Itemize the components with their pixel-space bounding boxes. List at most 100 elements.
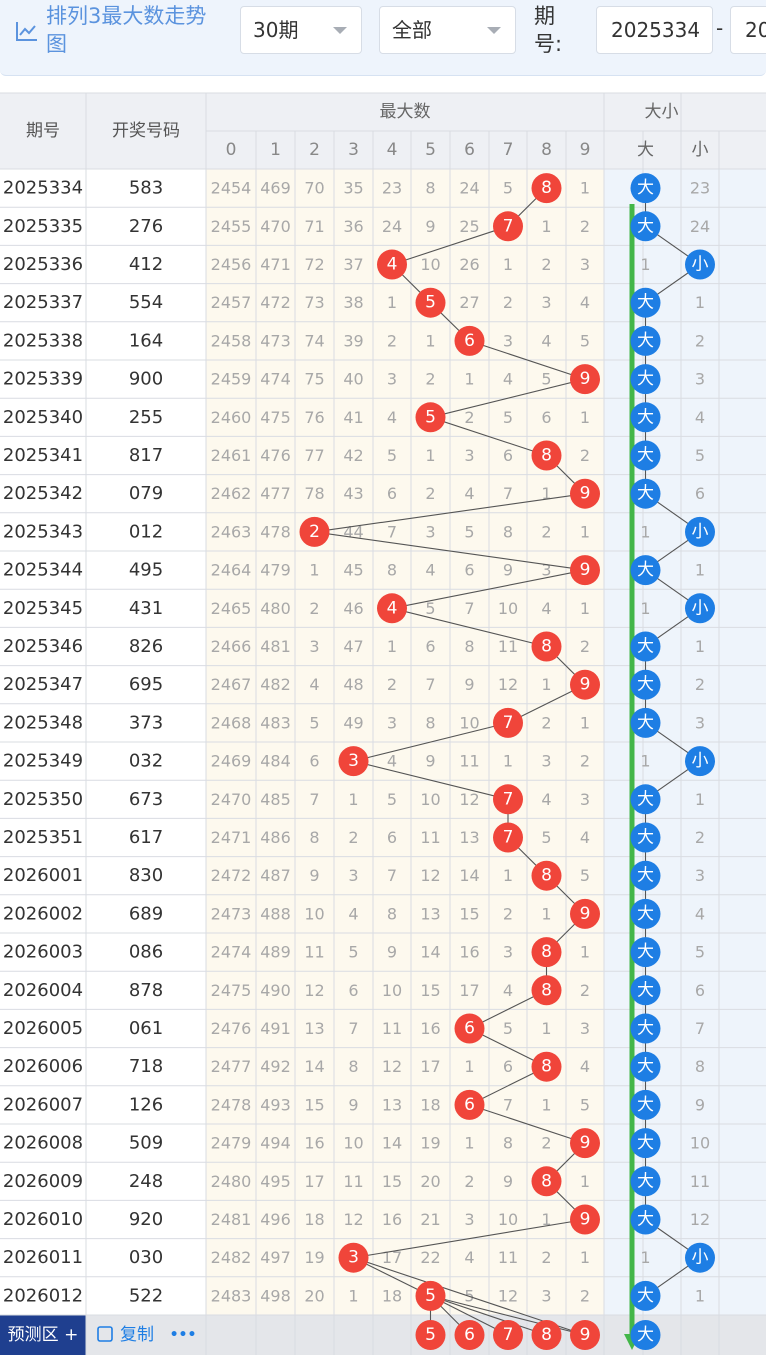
copy-button[interactable]: 复制: [120, 1325, 154, 1345]
issue-cell: 2025351: [3, 827, 83, 848]
omission-cell: 487: [260, 866, 291, 885]
omission-cell: 5: [309, 713, 319, 732]
draw-cell: 412: [129, 254, 163, 275]
omission-cell: 2: [580, 637, 590, 656]
copy-icon[interactable]: [97, 1326, 113, 1342]
max-digit-ball-circle: [493, 211, 523, 242]
omission-cell: 474: [260, 370, 291, 389]
issue-from-input[interactable]: 2025334: [596, 6, 713, 54]
size-ball-label: 大: [637, 293, 654, 313]
issue-cell: 2025335: [3, 216, 83, 237]
omission-cell: 2: [387, 675, 397, 694]
omission-cell: 9: [503, 1172, 513, 1191]
draw-cell: 079: [129, 483, 163, 504]
omission-cell: 2: [541, 522, 551, 541]
max-digit-ball-circle: [338, 746, 369, 777]
omission-cell: 4: [541, 331, 551, 350]
size-ball: 大: [630, 669, 661, 700]
omission-cell: 10: [498, 599, 518, 618]
max-digit-ball-label: 9: [580, 675, 591, 695]
omission-cell: 13: [420, 904, 440, 923]
predicted-size-ball: 大: [630, 1320, 661, 1350]
max-digit-ball-circle: [570, 1204, 600, 1235]
omission-cell: 12: [498, 1286, 518, 1305]
issue-to-input[interactable]: 2026012: [730, 6, 766, 54]
size-ball-label: 大: [637, 216, 654, 236]
omission-cell: 3: [541, 752, 551, 771]
max-digit-ball-label: 8: [541, 1171, 552, 1191]
omission-cell: 3: [464, 446, 474, 465]
size-omission-cell: 3: [695, 370, 705, 389]
max-digit-ball: 3: [338, 1242, 369, 1273]
size-ball-circle: [685, 516, 715, 547]
size-ball: 大: [630, 707, 661, 738]
omission-cell: 469: [260, 179, 291, 198]
predicted-size-ball-label: 大: [637, 1325, 654, 1345]
omission-cell: 2459: [211, 370, 252, 389]
issue-cell: 2026005: [3, 1018, 83, 1039]
size-ball-label: 小: [692, 1248, 709, 1268]
max-digit-ball-circle: [493, 784, 523, 815]
prediction-label[interactable]: 预测区 +: [8, 1325, 79, 1345]
omission-cell: 7: [464, 599, 474, 618]
omission-cell: 4: [425, 561, 435, 580]
max-digit-ball: 4: [377, 593, 407, 624]
omission-cell: 2481: [211, 1210, 252, 1229]
filter-select[interactable]: 全部: [379, 6, 516, 54]
issue-cell: 2026006: [3, 1056, 83, 1077]
size-ball: 大: [630, 1051, 661, 1082]
issue-cell: 2025347: [3, 674, 83, 695]
size-omission-cell: 7: [695, 1019, 705, 1038]
draw-cell: 826: [129, 636, 163, 657]
size-ball-circle: [630, 555, 661, 586]
size-ball-circle: [630, 669, 661, 700]
omission-cell: 8: [348, 1057, 358, 1076]
predicted-digit-ball-circle: [531, 1320, 562, 1350]
omission-cell: 482: [260, 675, 291, 694]
draw-cell: 673: [129, 789, 163, 810]
size-ball-label: 大: [637, 446, 654, 466]
draw-cell: 689: [129, 903, 163, 924]
size-omission-cell: 11: [690, 1172, 710, 1191]
size-ball: 大: [630, 173, 661, 204]
omission-cell: 2: [580, 981, 590, 1000]
header-digit: 1: [270, 140, 281, 160]
max-digit-ball: 8: [531, 440, 562, 471]
size-omission-cell: 5: [695, 446, 705, 465]
omission-cell: 5: [348, 943, 358, 962]
predicted-digit-ball-label: 9: [580, 1325, 591, 1345]
size-ball-circle: [630, 784, 661, 815]
omission-cell: 1: [309, 561, 319, 580]
size-ball-circle: [630, 440, 661, 471]
size-ball: 大: [630, 822, 661, 853]
omission-cell: 5: [580, 331, 590, 350]
omission-cell: 4: [503, 981, 513, 1000]
omission-cell: 2: [541, 255, 551, 274]
size-ball-label: 小: [692, 255, 709, 275]
max-digit-ball: 7: [493, 822, 523, 853]
omission-cell: 480: [260, 599, 291, 618]
omission-cell: 16: [459, 943, 479, 962]
max-digit-ball-circle: [531, 631, 562, 662]
more-button[interactable]: •••: [170, 1327, 197, 1343]
size-ball-circle: [630, 1051, 661, 1082]
omission-cell: 478: [260, 522, 291, 541]
omission-cell: 477: [260, 484, 291, 503]
omission-cell: 2463: [211, 522, 252, 541]
omission-cell: 39: [343, 331, 363, 350]
draw-cell: 830: [129, 865, 163, 886]
omission-cell: 1: [541, 675, 551, 694]
draw-cell: 554: [129, 292, 163, 313]
omission-cell: 7: [309, 790, 319, 809]
omission-cell: 2474: [211, 943, 252, 962]
trend-segment: [430, 416, 547, 457]
size-ball: 大: [630, 325, 661, 356]
trend-segment: [353, 1218, 586, 1259]
period-select[interactable]: 30期: [240, 6, 362, 54]
max-digit-ball: 8: [531, 1051, 562, 1082]
omission-cell: 3: [541, 293, 551, 312]
omission-cell: 2470: [211, 790, 252, 809]
omission-cell: 3: [503, 943, 513, 962]
omission-cell: 2467: [211, 675, 252, 694]
size-ball-label: 大: [637, 637, 654, 657]
